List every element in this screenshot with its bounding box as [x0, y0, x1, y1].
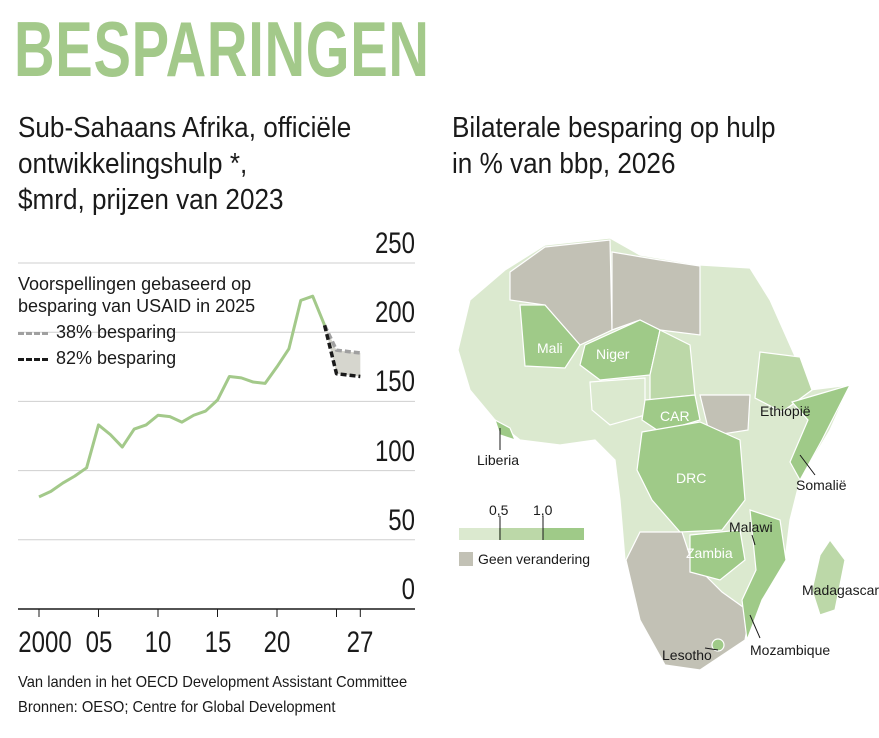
country-algeria: [509, 239, 613, 346]
country-mozambique: [741, 509, 787, 641]
y-tick-label: 0: [401, 573, 415, 606]
country-zambia: [689, 529, 746, 581]
country-south-sudan: [699, 394, 751, 437]
legend-no-change-swatch: [459, 552, 473, 566]
country-southern-africa: [625, 531, 751, 671]
subtitle-line: $mrd, prijzen van 2023: [18, 184, 284, 216]
label-ethiopia: Ethiopië: [760, 403, 811, 419]
country-lesotho: [711, 638, 725, 652]
leader-lesotho: [704, 647, 719, 651]
y-tick-label: 200: [374, 296, 415, 330]
country-libya: [611, 251, 701, 336]
label-madagascar: Madagascar: [802, 582, 879, 598]
legend-scale-high: [543, 528, 584, 540]
legend-scale-low: [459, 528, 499, 540]
label-niger: Niger: [596, 346, 630, 362]
country-madagascar: [811, 538, 846, 616]
x-tick-label: 20: [263, 626, 291, 659]
y-tick-label: 50: [388, 503, 415, 537]
forecast-range-area: [324, 325, 361, 377]
chart-legend: Voorspellingen gebaseerd op besparing va…: [18, 273, 255, 369]
label-drc: DRC: [676, 470, 707, 486]
subtitle-line: Sub-Sahaans Afrika, officiële: [18, 112, 352, 144]
legend-title: besparing van USAID in 2025: [18, 296, 256, 316]
subtitle-line: Bilaterale besparing op hulp: [452, 112, 776, 144]
country-somalia: [789, 384, 852, 482]
legend-item-82: 82% besparing: [18, 347, 255, 369]
label-mozambique: Mozambique: [750, 642, 831, 658]
legend-label: 38% besparing: [56, 322, 177, 342]
label-malawi: Malawi: [729, 519, 773, 535]
country-drc: [636, 421, 746, 533]
leader-somalia: [799, 454, 816, 476]
legend-swatch: [18, 331, 48, 335]
legend-no-change-label: Geen verandering: [478, 551, 591, 567]
legend-label: 82% besparing: [56, 348, 177, 368]
map-subtitle: Bilaterale besparing op hulp in % van bb…: [452, 110, 776, 182]
legend-tick-label: 0,5: [489, 502, 509, 518]
leader-mozambique: [749, 614, 761, 639]
subtitle-line: ontwikkelingshulp *,: [18, 148, 248, 180]
page-title: BESPARINGEN: [14, 5, 430, 93]
label-mali: Mali: [537, 340, 563, 356]
legend-scale-mid: [499, 528, 543, 540]
x-tick-label: 2000: [18, 626, 72, 659]
label-lesotho: Lesotho: [662, 647, 712, 663]
legend-item-38: 38% besparing: [18, 321, 255, 343]
footnote: Van landen in het OECD Development Assis…: [18, 674, 408, 691]
label-zambia: Zambia: [686, 545, 733, 561]
country-mali: [519, 304, 581, 369]
legend-swatch: [18, 357, 48, 361]
subtitle-line: in % van bbp, 2026: [452, 148, 676, 180]
legend-title: Voorspellingen gebaseerd op: [18, 274, 252, 294]
x-tick-label: 15: [204, 626, 231, 659]
label-somalia: Somalië: [796, 477, 847, 493]
y-tick-label: 100: [374, 434, 415, 468]
source: Bronnen: OESO; Centre for Global Develop…: [18, 699, 336, 716]
y-tick-label: 150: [374, 365, 415, 399]
label-car: CAR: [660, 408, 690, 424]
leader-malawi: [751, 534, 756, 546]
chart-subtitle: Sub-Sahaans Afrika, officiële ontwikkeli…: [18, 110, 351, 218]
x-tick-label: 27: [346, 626, 374, 659]
label-liberia: Liberia: [477, 452, 520, 468]
series-line-2: [322, 324, 361, 379]
legend-tick-label: 1,0: [533, 502, 553, 518]
y-tick-label: 250: [374, 227, 415, 260]
country-nigeria: [589, 377, 646, 426]
x-tick-label: 05: [85, 626, 112, 659]
series-line-1: [323, 324, 361, 355]
x-tick-label: 10: [144, 626, 172, 659]
